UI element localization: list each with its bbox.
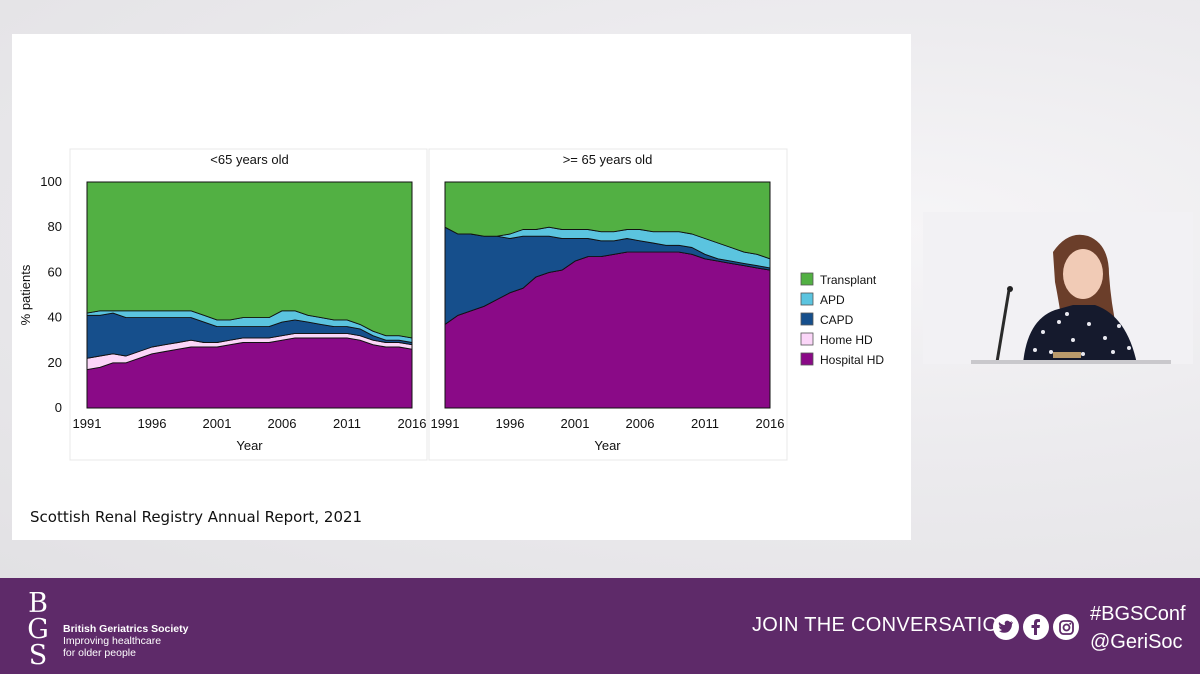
x-tick-label: 2016 <box>398 416 427 431</box>
y-tick-label: 20 <box>48 355 62 370</box>
panel-title: <65 years old <box>210 152 288 167</box>
instagram-icon[interactable] <box>1053 614 1079 640</box>
y-tick-label: 100 <box>40 174 62 189</box>
panel-frame <box>428 148 788 461</box>
join-conversation-text: JOIN THE CONVERSATION <box>752 614 1014 636</box>
x-tick-label: 2016 <box>756 416 785 431</box>
legend-label: Home HD <box>820 333 873 347</box>
svg-text:B: B <box>28 588 48 619</box>
svg-text:S: S <box>29 640 48 666</box>
x-tick-label: 2001 <box>203 416 232 431</box>
legend-label: CAPD <box>820 313 854 327</box>
bgs-logo: B G S <box>27 588 49 666</box>
facebook-icon[interactable] <box>1023 614 1049 640</box>
presentation-slide: % patients 0 20 40 60 80 100 <65 years old 1991 1… <box>12 34 911 540</box>
y-axis-label: % patients <box>18 264 33 325</box>
speaker-figure <box>923 212 1193 364</box>
speaker-video <box>923 212 1193 364</box>
x-tick-label: 1991 <box>431 416 460 431</box>
panel-title: >= 65 years old <box>563 152 653 167</box>
legend-swatch <box>800 332 814 346</box>
y-tick-label: 60 <box>48 264 62 279</box>
x-tick-label: 2011 <box>333 416 361 431</box>
x-tick-label: 2001 <box>561 416 590 431</box>
slide-caption: Scottish Renal Registry Annual Report, 2… <box>30 508 363 526</box>
bgs-text-block: British Geriatrics Society Improving hea… <box>63 623 188 659</box>
plot-border <box>444 181 771 409</box>
org-tagline-2: for older people <box>63 647 136 659</box>
x-tick-label: 1996 <box>138 416 167 431</box>
legend-swatch <box>800 352 814 366</box>
legend-swatch <box>800 272 814 286</box>
y-tick-label: 0 <box>55 400 62 415</box>
conference-footer: B G S British Geriatrics Society Improvi… <box>0 578 1200 674</box>
panel-frame <box>69 148 428 461</box>
legend-label: Transplant <box>820 273 877 287</box>
twitter-icon[interactable] <box>993 614 1019 640</box>
x-tick-label: 2006 <box>626 416 655 431</box>
conference-hashtag: #BGSConf <box>1090 603 1186 625</box>
x-axis-label: Year <box>594 438 621 453</box>
plot-border <box>86 181 413 409</box>
org-tagline-1: Improving healthcare <box>63 635 162 647</box>
legend-swatch <box>800 312 814 326</box>
twitter-handle: @GeriSoc <box>1090 631 1183 653</box>
x-tick-label: 1991 <box>73 416 102 431</box>
x-tick-label: 2011 <box>691 416 719 431</box>
hashtags: #BGSConf @GeriSoc <box>1090 600 1186 656</box>
x-axis-label: Year <box>236 438 263 453</box>
legend-label: Hospital HD <box>820 353 884 367</box>
x-tick-label: 2006 <box>268 416 297 431</box>
y-tick-label: 80 <box>48 219 62 234</box>
stacked-area-chart: % patients 0 20 40 60 80 100 <65 years old 1991 1… <box>18 148 884 461</box>
svg-text:G: G <box>27 614 49 645</box>
org-name: British Geriatrics Society <box>63 623 189 635</box>
y-tick-label: 40 <box>48 310 62 325</box>
legend-swatch <box>800 292 814 306</box>
social-icons <box>993 614 1079 640</box>
x-tick-label: 1996 <box>496 416 525 431</box>
legend-label: APD <box>820 293 845 307</box>
